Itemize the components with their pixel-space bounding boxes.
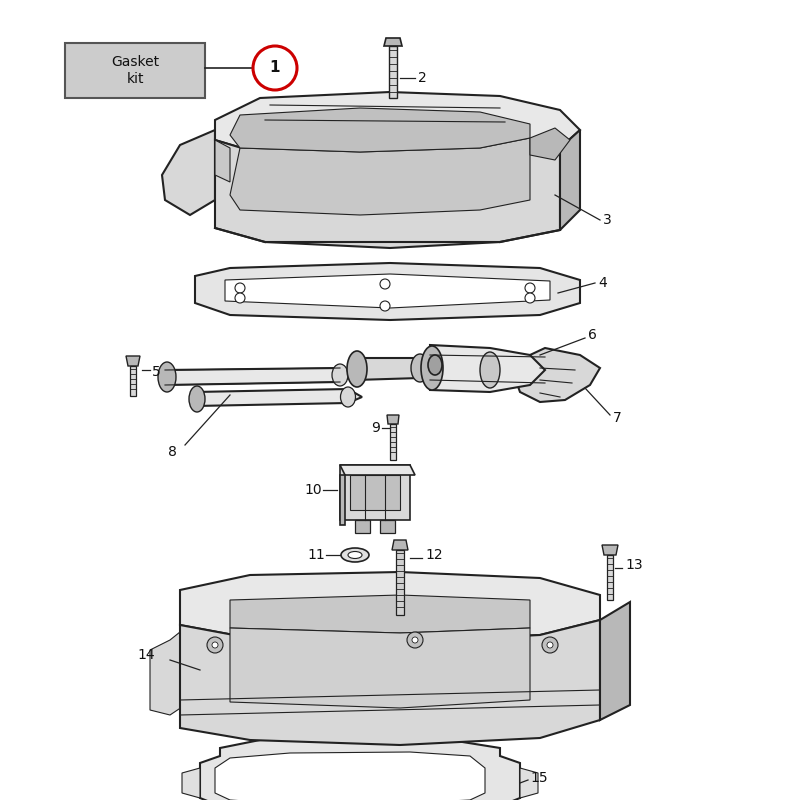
Ellipse shape (189, 386, 205, 412)
Polygon shape (230, 138, 530, 215)
Polygon shape (387, 415, 399, 424)
Polygon shape (162, 130, 215, 215)
Polygon shape (515, 348, 600, 402)
Ellipse shape (332, 364, 348, 386)
Text: 11: 11 (307, 548, 325, 562)
Polygon shape (380, 520, 395, 533)
Text: Gasket
kit: Gasket kit (111, 55, 159, 86)
Text: 10: 10 (304, 483, 322, 497)
Polygon shape (182, 768, 200, 798)
Polygon shape (392, 540, 408, 550)
Polygon shape (215, 752, 485, 800)
Polygon shape (225, 274, 550, 308)
Polygon shape (350, 475, 400, 510)
Ellipse shape (480, 352, 500, 388)
Polygon shape (150, 628, 185, 715)
Polygon shape (195, 389, 362, 406)
Text: 12: 12 (425, 548, 442, 562)
Polygon shape (560, 130, 580, 230)
Circle shape (235, 293, 245, 303)
Ellipse shape (421, 346, 443, 390)
Ellipse shape (341, 387, 355, 407)
Ellipse shape (341, 548, 369, 562)
Polygon shape (130, 366, 136, 396)
Polygon shape (340, 465, 415, 475)
Polygon shape (340, 465, 410, 520)
Polygon shape (126, 356, 140, 366)
Text: 13: 13 (625, 558, 642, 572)
Text: 8: 8 (167, 445, 177, 459)
Circle shape (212, 642, 218, 648)
Polygon shape (230, 108, 530, 152)
Circle shape (525, 283, 535, 293)
Circle shape (542, 637, 558, 653)
Polygon shape (355, 520, 370, 533)
Polygon shape (389, 46, 397, 98)
Circle shape (407, 632, 423, 648)
Text: 2: 2 (418, 71, 426, 85)
Polygon shape (355, 358, 435, 380)
Ellipse shape (158, 362, 176, 392)
Polygon shape (230, 595, 530, 633)
Text: 14: 14 (138, 648, 155, 662)
Polygon shape (602, 545, 618, 555)
Polygon shape (384, 38, 402, 46)
Circle shape (380, 279, 390, 289)
Ellipse shape (411, 354, 429, 382)
Circle shape (547, 642, 553, 648)
Polygon shape (200, 738, 520, 800)
Circle shape (253, 46, 297, 90)
Polygon shape (530, 128, 570, 160)
Polygon shape (520, 768, 538, 798)
Text: 1: 1 (270, 61, 280, 75)
Polygon shape (180, 620, 600, 745)
Polygon shape (600, 602, 630, 720)
Polygon shape (396, 550, 404, 615)
Polygon shape (340, 475, 345, 525)
Text: 15: 15 (530, 771, 548, 785)
Text: 7: 7 (613, 411, 622, 425)
Polygon shape (65, 43, 205, 98)
Text: 9: 9 (371, 421, 380, 435)
Text: 3: 3 (603, 213, 612, 227)
Text: 5: 5 (152, 365, 161, 379)
Polygon shape (215, 140, 560, 248)
Circle shape (412, 637, 418, 643)
Polygon shape (180, 572, 600, 642)
Circle shape (207, 637, 223, 653)
Polygon shape (215, 92, 580, 162)
Polygon shape (165, 368, 355, 385)
Ellipse shape (347, 351, 367, 387)
Ellipse shape (428, 355, 442, 375)
Circle shape (235, 283, 245, 293)
Polygon shape (195, 263, 580, 320)
Text: 4: 4 (598, 276, 606, 290)
Polygon shape (215, 140, 230, 182)
Polygon shape (430, 345, 545, 392)
Circle shape (525, 293, 535, 303)
Text: 6: 6 (588, 328, 597, 342)
Circle shape (380, 301, 390, 311)
Ellipse shape (348, 551, 362, 558)
Polygon shape (230, 628, 530, 708)
Polygon shape (607, 555, 613, 600)
Polygon shape (390, 424, 396, 460)
